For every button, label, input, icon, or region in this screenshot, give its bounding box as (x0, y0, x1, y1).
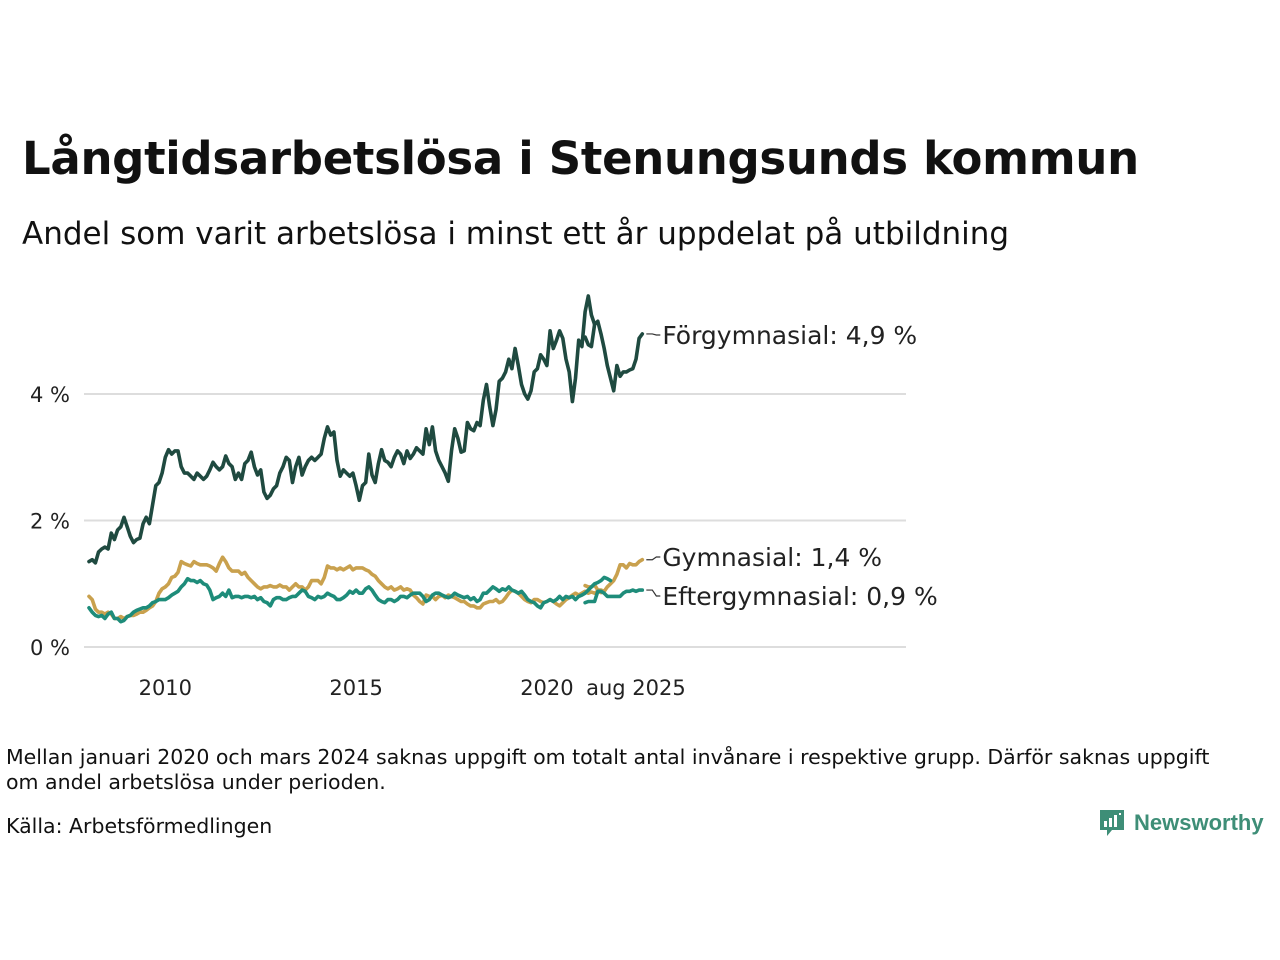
y-tick-label: 4 % (30, 383, 70, 407)
end-label-leader (646, 556, 661, 561)
end-label-leader (646, 333, 661, 336)
end-label-leader (646, 589, 661, 597)
footnote: Mellan januari 2020 och mars 2024 saknas… (6, 745, 1210, 794)
x-tick-label: 2015 (329, 676, 382, 700)
x-tick-label: aug 2025 (586, 676, 686, 700)
end-label-eftergymnasial: Eftergymnasial: 0,9 % (662, 582, 937, 611)
newsworthy-chart-icon (1100, 810, 1124, 836)
brand-logo[interactable]: Newsworthy (1098, 808, 1264, 838)
x-axis-ticks: 2010 2015 2020 aug 2025 (139, 676, 686, 700)
chart-title: Långtidsarbetslösa i Stenungsunds kommun (22, 132, 1139, 185)
chart-gridlines (84, 393, 906, 648)
source-credit: Källa: Arbetsförmedlingen (6, 814, 273, 838)
y-axis-ticks: 0 % 2 % 4 % (30, 383, 70, 660)
chart-series (87, 294, 645, 624)
chart-subtitle: Andel som varit arbetslösa i minst ett å… (22, 216, 1010, 252)
series-line-forgymnasial-2 (583, 319, 645, 393)
x-tick-label: 2010 (139, 676, 192, 700)
series-line-eftergymnasial-1 (87, 575, 613, 624)
y-tick-label: 0 % (30, 636, 70, 660)
series-line-forgymnasial-1 (87, 294, 597, 565)
brand-name: Newsworthy (1134, 810, 1264, 835)
x-tick-label: 2020 (520, 676, 573, 700)
end-label-gymnasial: Gymnasial: 1,4 % (662, 543, 882, 572)
line-chart: 0 % 2 % 4 % 2010 2015 2020 aug 2025 Förgymnas… (30, 294, 938, 700)
series-line-gymnasial-1 (87, 555, 603, 621)
series-line-eftergymnasial-2 (583, 588, 645, 605)
end-label-forgymnasial: Förgymnasial: 4,9 % (662, 321, 917, 350)
series-end-labels: Förgymnasial: 4,9 % Gymnasial: 1,4 % Efter… (646, 321, 938, 611)
y-tick-label: 2 % (30, 510, 70, 534)
